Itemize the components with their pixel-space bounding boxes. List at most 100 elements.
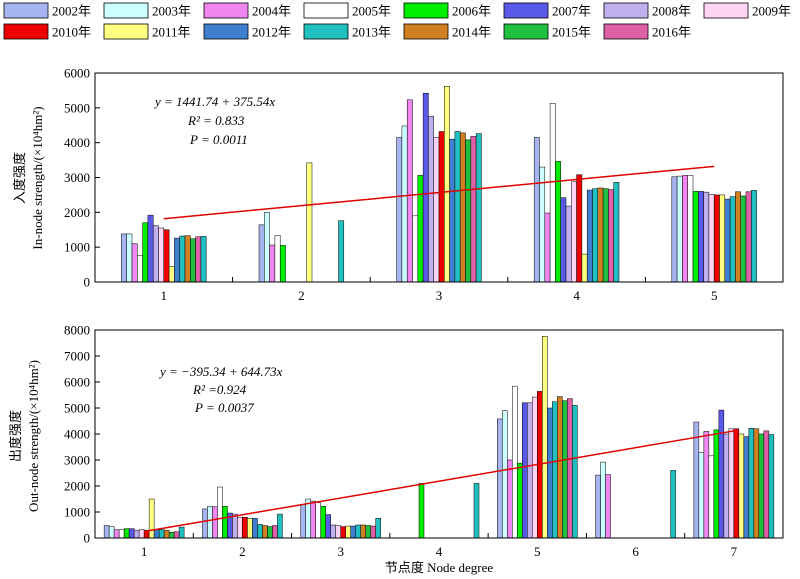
out-degree-bar-c3-s13 xyxy=(360,524,366,539)
out-degree-bar-c3-s9 xyxy=(340,526,346,539)
legend-label-15: 2016年 xyxy=(652,25,691,40)
out-degree-bar-c5-s14 xyxy=(562,400,568,539)
out-degree-x-axis: 1 2 3 4 5 6 7 xyxy=(141,533,738,559)
out-degree-ytick-label: 2000 xyxy=(64,479,90,494)
in-degree-ytick-label: 5000 xyxy=(64,100,90,115)
out-degree-bar-c2-s15 xyxy=(272,525,278,539)
out-degree-ytick-label: 0 xyxy=(84,531,91,546)
out-degree-bar-c7-s6 xyxy=(718,409,725,539)
out-degree-bar-c3-s14 xyxy=(365,525,371,539)
out-degree-p-value: P = 0.0037 xyxy=(194,400,254,415)
in-degree-bar-c1-s8 xyxy=(158,227,165,283)
out-degree-bar-c1-s14 xyxy=(168,532,175,539)
in-degree-ytick-label: 3000 xyxy=(64,170,90,185)
in-degree-bar-c5-s4 xyxy=(687,175,694,283)
out-degree-bar-c3-s4 xyxy=(315,502,321,539)
legend-swatch-15 xyxy=(603,23,649,40)
in-degree-bar-c1-s1 xyxy=(121,233,127,283)
in-degree-x-axis: 1 2 3 4 5 xyxy=(161,277,717,303)
legend-label-1: 2002年 xyxy=(52,4,91,19)
in-degree-bar-c5-s8 xyxy=(708,193,715,283)
out-degree-bar-c5-s2 xyxy=(502,410,508,539)
out-degree-plot-frame xyxy=(94,329,784,539)
out-degree-bar-c6-s2 xyxy=(600,461,606,539)
out-degree-xtick-label: 7 xyxy=(731,544,738,559)
out-degree-bar-c1-s10 xyxy=(148,498,155,539)
in-degree-bar-c5-s10 xyxy=(719,194,726,283)
out-degree-bar-c7-s4 xyxy=(708,455,715,539)
in-degree-chart: 0 1000 2000 3000 4000 5000 6000 1 2 3 4 5 y = 1441… xyxy=(12,66,784,303)
in-degree-bar-c2-s2 xyxy=(264,212,270,283)
out-degree-bar-c3-s3 xyxy=(310,500,316,539)
in-degree-bar-c3-s8 xyxy=(433,137,440,283)
out-degree-bar-c2-s7 xyxy=(232,513,238,539)
in-degree-bar-c3-s14 xyxy=(465,139,472,283)
in-degree-ylabel-en: In-node strength/(×10⁴hm²) xyxy=(30,106,45,249)
out-degree-ytick-label: 6000 xyxy=(64,375,90,390)
in-degree-y-axis: 0 1000 2000 3000 4000 5000 6000 xyxy=(64,66,100,290)
out-degree-bar-c2-s9 xyxy=(242,516,248,539)
out-degree-ytick-label: 3000 xyxy=(64,453,90,468)
in-degree-bar-c4-s5 xyxy=(555,161,561,283)
out-degree-ylabel-cn: 出度强度 xyxy=(8,410,23,462)
out-degree-bar-c2-s10 xyxy=(247,518,253,539)
out-degree-ylabel-en: Out-node strength/(×10⁴hm²) xyxy=(26,360,41,512)
out-degree-bar-c3-s11 xyxy=(350,525,356,539)
out-degree-xtick-label: 3 xyxy=(337,544,344,559)
out-degree-bar-c5-s5 xyxy=(517,462,523,539)
legend-swatch-13 xyxy=(403,23,449,40)
out-degree-ytick-label: 8000 xyxy=(64,323,90,338)
in-degree-ytick-label: 1000 xyxy=(64,240,90,255)
out-degree-bar-c2-s11 xyxy=(252,517,258,539)
in-degree-bar-c3-s10 xyxy=(444,85,450,283)
in-degree-bar-c1-s4 xyxy=(137,255,143,283)
in-degree-bar-c4-s2 xyxy=(539,166,546,283)
in-degree-trend-line xyxy=(163,165,715,220)
out-degree-bar-c1-s2 xyxy=(108,526,115,539)
out-degree-bar-c3-s8 xyxy=(335,525,341,539)
out-degree-bar-c5-s15 xyxy=(567,398,573,539)
in-degree-bar-c3-s6 xyxy=(422,92,429,283)
in-degree-bar-c5-s3 xyxy=(682,175,688,283)
out-degree-xtick-label: 1 xyxy=(141,544,148,559)
legend-label-10: 2011年 xyxy=(152,25,191,40)
out-degree-bar-c7-s12 xyxy=(748,428,755,539)
out-degree-bar-c7-s3 xyxy=(703,431,710,539)
in-degree-bar-c4-s9 xyxy=(576,174,583,283)
in-degree-bar-c1-s3 xyxy=(131,243,138,283)
in-degree-bar-c2-s5 xyxy=(279,245,286,283)
in-degree-bar-c2-s3 xyxy=(269,244,276,283)
legend-label-6: 2007年 xyxy=(552,4,591,19)
in-degree-bar-c4-s13 xyxy=(597,187,604,283)
in-degree-bars xyxy=(121,85,757,283)
legend-swatch-9 xyxy=(3,23,49,40)
out-degree-bar-c7-s9 xyxy=(733,428,740,539)
legend-label-11: 2012年 xyxy=(252,25,291,40)
legend-label-12: 2013年 xyxy=(352,25,391,40)
in-degree-r2: R² = 0.833 xyxy=(187,113,245,128)
in-degree-bar-c3-s4 xyxy=(412,215,419,283)
out-degree-bar-c5-s6 xyxy=(522,402,528,539)
in-degree-bar-c5-s11 xyxy=(724,198,731,283)
in-degree-ylabel-cn: 入度强度 xyxy=(12,152,27,204)
out-degree-bar-c3-s5 xyxy=(320,506,326,539)
in-degree-bar-c4-s11 xyxy=(586,189,593,283)
in-degree-bar-c1-s16 xyxy=(200,236,207,283)
in-degree-bar-c1-s6 xyxy=(147,214,154,283)
legend-swatch-4 xyxy=(303,2,349,19)
out-degree-bar-c5-s10 xyxy=(542,335,548,539)
in-degree-bar-c5-s14 xyxy=(740,195,747,283)
out-degree-bar-c4-s5 xyxy=(418,483,425,539)
legend-swatch-7 xyxy=(603,2,649,19)
out-degree-bar-c6-s1 xyxy=(595,474,601,539)
out-degree-bar-c7-s11 xyxy=(743,436,750,539)
out-degree-bar-c1-s13 xyxy=(163,529,170,539)
out-degree-bar-c1-s16 xyxy=(178,526,185,539)
out-degree-xtick-label: 2 xyxy=(239,544,246,559)
out-degree-bar-c7-s16 xyxy=(768,434,775,539)
in-degree-bar-c2-s16 xyxy=(338,220,345,283)
legend-label-13: 2014年 xyxy=(452,25,491,40)
in-degree-bar-c4-s15 xyxy=(608,189,614,283)
out-degree-bar-c5-s3 xyxy=(507,459,513,539)
